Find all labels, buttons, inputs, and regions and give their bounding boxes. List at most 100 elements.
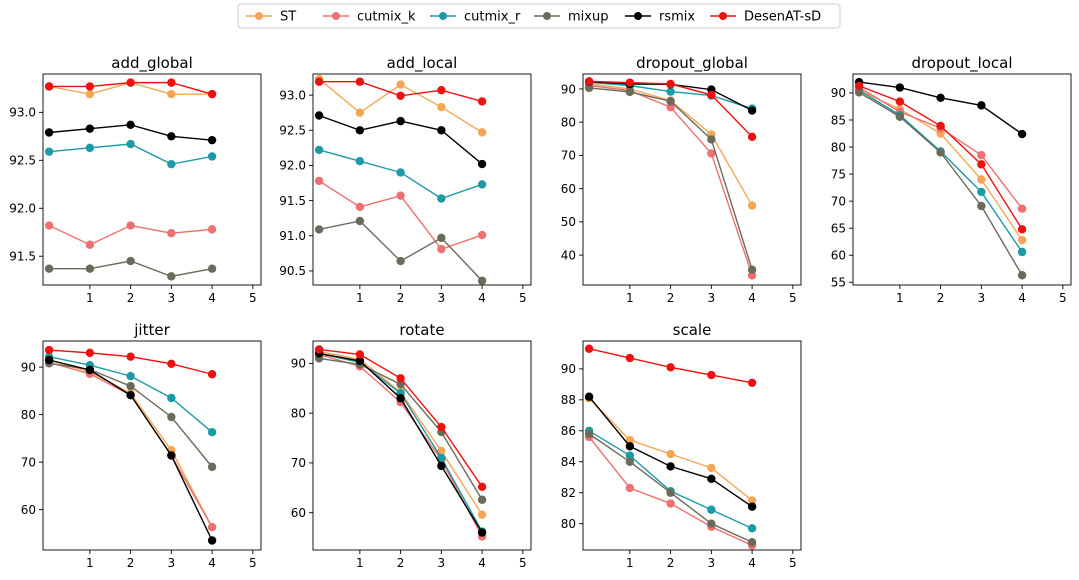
data-point-DesenAT-sD	[895, 97, 905, 106]
data-point-DesenAT-sD	[584, 77, 594, 86]
x-tick-label: 5	[249, 291, 257, 305]
legend-entry-ST: ST	[246, 10, 296, 25]
data-point-rsmix	[126, 120, 135, 130]
data-point-cutmix_k	[44, 221, 54, 230]
series-line-cutmix_r	[588, 430, 753, 529]
series-mixup	[854, 88, 1027, 280]
series-DesenAT-sD	[584, 77, 757, 142]
data-point-DesenAT-sD	[747, 132, 757, 142]
legend-marker-cutmix_k	[332, 12, 340, 20]
legend-label-cutmix_r: cutmix_r	[464, 10, 521, 25]
data-point-rsmix	[437, 126, 446, 135]
panel-title: dropout_global	[636, 54, 748, 73]
y-tick-label: 60	[21, 503, 36, 517]
series-rsmix	[314, 111, 487, 169]
series-line-DesenAT-sD	[319, 348, 483, 488]
data-point-cutmix_r	[314, 145, 324, 155]
panel-jitter: jitter 1 2 3 4 5 60 70 80 90	[21, 321, 262, 570]
data-point-ST	[977, 175, 986, 184]
x-tick-label: 1	[356, 556, 364, 570]
y-tick-label: 90	[291, 357, 306, 371]
data-point-cutmix_k	[126, 221, 135, 230]
data-point-rsmix	[314, 111, 324, 120]
data-point-cutmix_r	[167, 393, 176, 403]
panel-title: scale	[673, 321, 712, 339]
y-tick-label: 70	[21, 455, 36, 469]
data-point-cutmix_r	[707, 505, 716, 514]
data-point-cutmix_k	[396, 191, 405, 200]
x-tick-label: 4	[748, 291, 756, 305]
data-point-DesenAT-sD	[625, 353, 635, 363]
data-point-mixup	[207, 264, 217, 273]
y-tick-label: 92.0	[279, 159, 306, 173]
data-point-cutmix_k	[666, 499, 675, 508]
x-tick-label: 1	[896, 291, 904, 305]
data-point-mixup	[207, 462, 217, 472]
series-cutmix_k	[44, 221, 217, 249]
y-tick-label: 60	[291, 506, 306, 520]
y-tick-label: 90	[561, 82, 576, 96]
data-point-cutmix_k	[314, 176, 324, 186]
data-point-rsmix	[85, 365, 95, 375]
data-point-cutmix_k	[707, 149, 716, 158]
data-point-cutmix_k	[167, 229, 176, 238]
data-point-rsmix	[85, 124, 95, 133]
data-point-DesenAT-sD	[355, 77, 365, 86]
legend-marker-rsmix	[634, 12, 642, 20]
data-point-rsmix	[707, 474, 716, 483]
legend-entry-cutmix_k: cutmix_k	[323, 10, 416, 25]
data-point-cutmix_k	[207, 523, 217, 532]
data-point-cutmix_r	[477, 180, 487, 189]
data-point-mixup	[666, 97, 675, 106]
y-tick-label: 65	[831, 221, 846, 235]
axes-frame	[42, 340, 262, 551]
data-point-rsmix	[625, 442, 635, 451]
y-tick-label: 50	[561, 215, 576, 229]
data-point-cutmix_r	[977, 187, 986, 197]
y-tick-label: 90	[21, 360, 36, 374]
legend-marker-ST	[255, 12, 263, 20]
x-tick-label: 5	[789, 291, 797, 305]
data-point-mixup	[167, 272, 176, 281]
data-point-mixup	[477, 495, 487, 504]
series-line-cutmix_k	[589, 84, 753, 276]
axes-frame	[582, 73, 802, 286]
axes-frame	[42, 73, 262, 286]
data-point-DesenAT-sD	[437, 85, 446, 95]
data-point-DesenAT-sD	[126, 352, 135, 361]
data-point-rsmix	[355, 356, 365, 366]
series-ST	[314, 74, 487, 137]
data-point-cutmix_k	[355, 202, 365, 212]
data-point-rsmix	[207, 135, 217, 145]
x-tick-label: 3	[978, 291, 986, 305]
panel-add_local: add_local 1 2 3 4 5 90.5 91.0 91.5 92.0 92.5 93.0	[279, 54, 532, 305]
y-tick-label: 91.5	[279, 194, 306, 208]
x-tick-label: 5	[519, 556, 527, 570]
y-tick-label: 80	[291, 406, 306, 420]
data-point-mixup	[666, 488, 675, 497]
x-tick-label: 5	[1059, 291, 1067, 305]
data-point-ST	[437, 446, 446, 456]
data-point-rsmix	[355, 126, 365, 135]
y-tick-label: 60	[561, 182, 576, 196]
data-point-cutmix_k	[625, 483, 635, 493]
panel-title: dropout_local	[911, 54, 1012, 73]
series-mixup	[584, 429, 757, 547]
y-tick-label: 86	[561, 424, 576, 438]
y-tick-label: 70	[561, 149, 576, 163]
data-point-DesenAT-sD	[584, 344, 594, 353]
data-point-cutmix_r	[437, 194, 446, 203]
y-tick-label: 80	[21, 408, 36, 422]
data-point-rsmix	[44, 355, 54, 365]
data-point-mixup	[707, 519, 716, 528]
data-point-mixup	[936, 148, 945, 157]
data-point-mixup	[747, 265, 757, 274]
y-tick-label: 60	[831, 249, 846, 263]
x-tick-label: 3	[438, 556, 446, 570]
data-point-DesenAT-sD	[1017, 225, 1027, 234]
data-point-mixup	[895, 112, 905, 121]
series-line-mixup	[589, 87, 753, 270]
y-tick-label: 92.5	[9, 154, 36, 168]
